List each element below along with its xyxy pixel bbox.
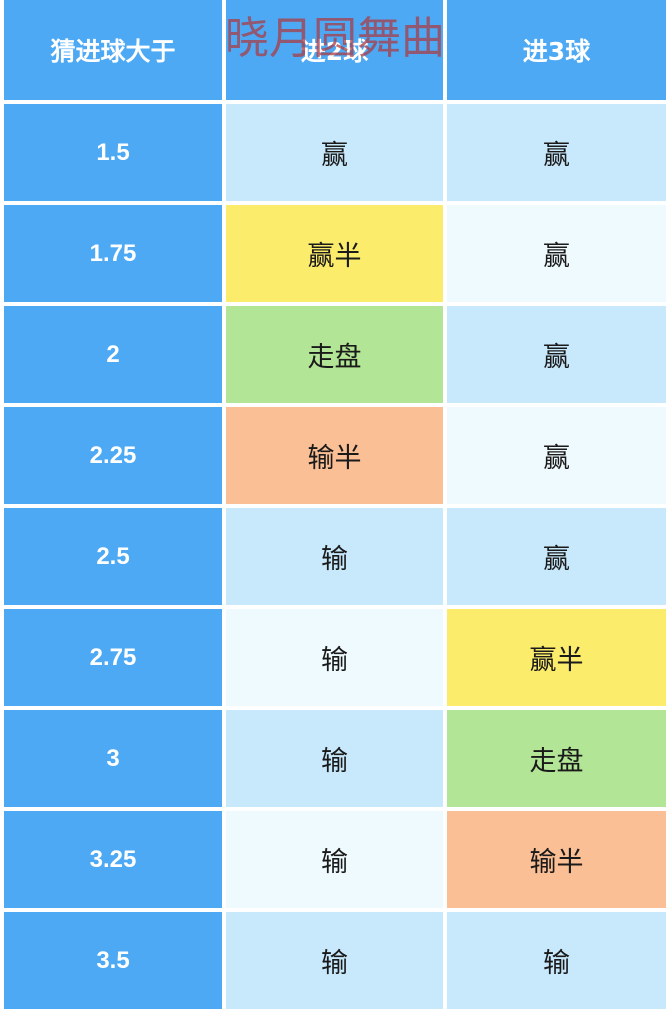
line-cell: 2.25 xyxy=(4,407,222,504)
result-cell: 走盘 xyxy=(226,306,443,403)
result-cell: 输半 xyxy=(447,811,666,908)
line-cell: 2.5 xyxy=(4,508,222,605)
line-cell: 2.75 xyxy=(4,609,222,706)
header-cell: 猜进球大于 xyxy=(4,0,222,100)
result-cell: 赢 xyxy=(447,205,666,302)
result-cell: 输 xyxy=(226,508,443,605)
line-cell: 1.5 xyxy=(4,104,222,201)
line-cell: 3.5 xyxy=(4,912,222,1009)
result-cell: 走盘 xyxy=(447,710,666,807)
page: 猜进球大于 进2球 进3球 1.5 赢 赢 1.75 赢半 赢 2 走盘 赢 2… xyxy=(4,0,666,1009)
result-cell: 输 xyxy=(226,609,443,706)
result-cell: 赢 xyxy=(447,306,666,403)
header-cell: 进2球 xyxy=(226,0,443,100)
result-cell: 输半 xyxy=(226,407,443,504)
result-cell: 输 xyxy=(226,710,443,807)
result-cell: 赢 xyxy=(447,508,666,605)
watermark: 晓月圆舞曲 xyxy=(225,13,445,64)
line-cell: 2 xyxy=(4,306,222,403)
result-cell: 赢 xyxy=(226,104,443,201)
line-cell: 3 xyxy=(4,710,222,807)
line-cell: 1.75 xyxy=(4,205,222,302)
result-cell: 输 xyxy=(226,912,443,1009)
line-cell: 3.25 xyxy=(4,811,222,908)
result-cell: 赢半 xyxy=(447,609,666,706)
header-cell: 进3球 xyxy=(447,0,666,100)
result-cell: 赢 xyxy=(447,104,666,201)
result-cell: 赢半 xyxy=(226,205,443,302)
result-cell: 赢 xyxy=(447,407,666,504)
result-cell: 输 xyxy=(226,811,443,908)
result-cell: 输 xyxy=(447,912,666,1009)
